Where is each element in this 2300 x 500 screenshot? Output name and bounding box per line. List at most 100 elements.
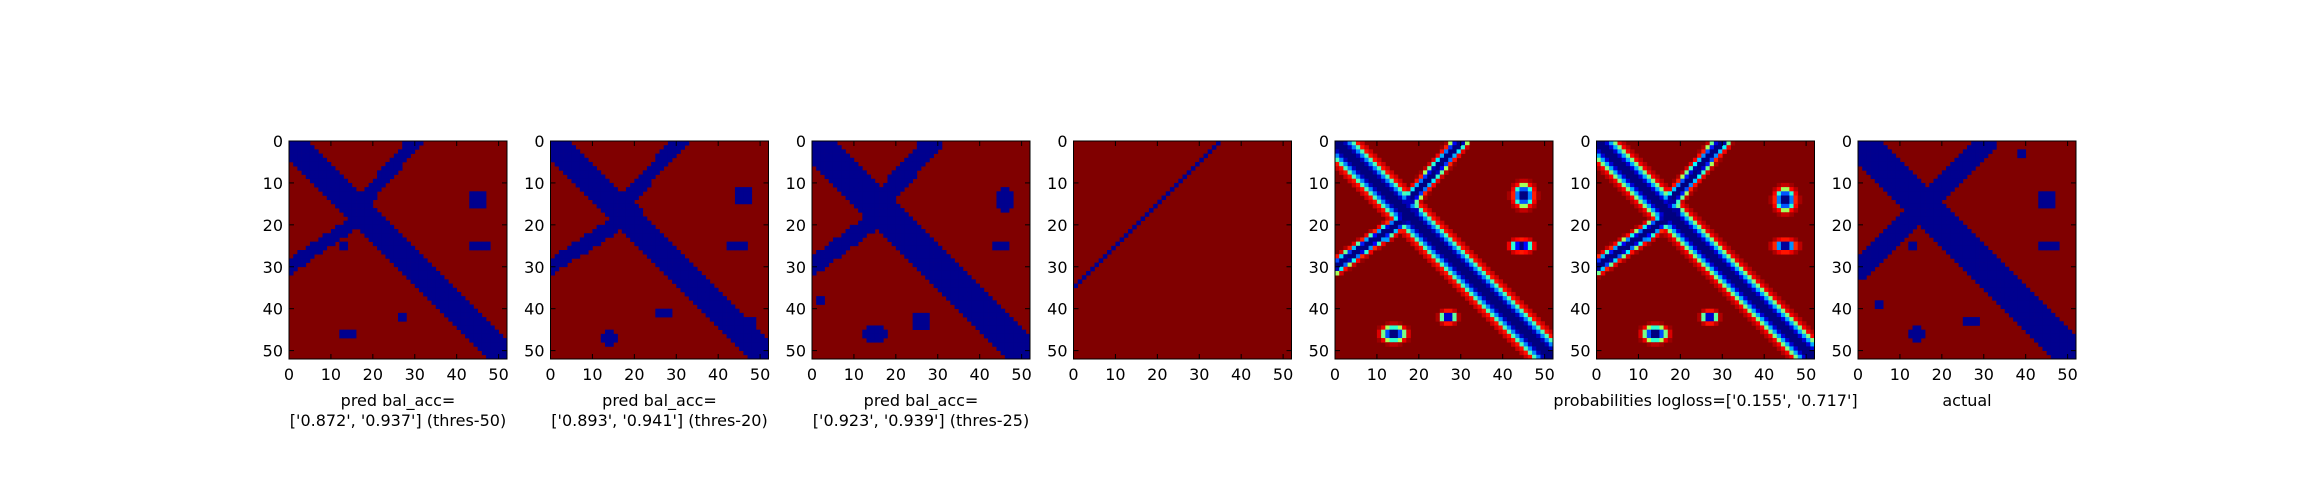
heatmap-cell: [1684, 254, 1690, 259]
heatmap-cell: [305, 141, 311, 146]
heatmap-cell: [381, 245, 386, 251]
heatmap-cell: [1642, 220, 1648, 226]
heatmap-cell: [1709, 229, 1715, 234]
heatmap-cell: [1992, 270, 1997, 276]
heatmap-cell: [1755, 304, 1761, 310]
heatmap-cell: [1502, 283, 1508, 289]
heatmap-cell: [812, 141, 817, 146]
heatmap-cell: [1768, 329, 1773, 335]
heatmap-cell: [550, 145, 556, 150]
heatmap-cell: [1544, 325, 1550, 330]
heatmap-cell: [1718, 245, 1723, 251]
heatmap-cell: [414, 254, 420, 259]
heatmap-cell: [1975, 141, 1980, 146]
heatmap-cell: [326, 182, 332, 188]
heatmap-cell: [2008, 312, 2014, 318]
heatmap-cell: [655, 233, 660, 238]
heatmap-cell: [1613, 182, 1618, 188]
heatmap-cell: [634, 224, 639, 230]
heatmap-cell: [1701, 258, 1706, 263]
heatmap-cell: [381, 216, 386, 221]
heatmap-cell: [1971, 241, 1976, 247]
heatmap-cell: [335, 170, 340, 175]
heatmap-cell: [1427, 220, 1432, 226]
heatmap-cell: [1613, 170, 1618, 175]
heatmap-cell: [2059, 329, 2064, 335]
heatmap-cell: [1435, 312, 1441, 318]
heatmap-cell: [330, 241, 336, 247]
heatmap-cell: [1368, 233, 1374, 238]
heatmap-cell: [1954, 245, 1959, 251]
heatmap-cell: [1490, 317, 1495, 322]
heatmap-cell: [1604, 166, 1610, 171]
heatmap-cell: [431, 270, 437, 276]
heatmap-cell: [760, 342, 765, 347]
heatmap-cell: [929, 266, 934, 272]
heatmap-cell: [1651, 208, 1656, 213]
heatmap-cell: [1381, 224, 1386, 230]
heatmap-cell: [575, 250, 581, 255]
heatmap-cell: [1347, 161, 1353, 167]
heatmap-cell: [1360, 178, 1365, 184]
heatmap-cell: [1009, 325, 1014, 330]
heatmap-cell: [1793, 325, 1799, 330]
heatmap-cell: [1810, 346, 1815, 351]
heatmap-cell: [2025, 287, 2031, 293]
heatmap-cell: [1527, 333, 1533, 339]
heatmap-cell: [1726, 275, 1731, 280]
heatmap-cell: [609, 199, 614, 205]
heatmap-cell: [1376, 170, 1382, 175]
heatmap-cell: [431, 279, 437, 284]
heatmap-cell: [1751, 300, 1757, 305]
heatmap-cell: [1527, 178, 1533, 184]
heatmap-cell: [1916, 212, 1922, 217]
heatmap-cell: [579, 237, 585, 242]
heatmap-cell: [2029, 317, 2035, 322]
heatmap-cell: [1858, 262, 1863, 268]
heatmap-cell: [1713, 312, 1719, 318]
heatmap-cell: [1519, 250, 1524, 255]
heatmap-cell: [1381, 187, 1386, 192]
heatmap-cell: [2050, 354, 2056, 360]
heatmap-cell: [1789, 312, 1794, 318]
heatmap-cell: [1870, 241, 1876, 247]
heatmap-cell: [1718, 270, 1723, 276]
heatmap-cell: [1427, 237, 1432, 242]
heatmap-cell: [2046, 317, 2052, 322]
x-tick-label: 40: [970, 365, 990, 384]
heatmap-cell: [456, 291, 462, 297]
heatmap-cell: [630, 191, 635, 196]
heatmap-cell: [1760, 325, 1765, 330]
heatmap-cell: [820, 153, 825, 159]
heatmap-cell: [1423, 254, 1428, 259]
heatmap-cell: [1987, 266, 1993, 272]
heatmap-cell: [596, 233, 602, 238]
y-tick-label: 20: [786, 216, 806, 235]
heatmap-cell: [912, 258, 918, 263]
heatmap-cell: [2008, 287, 2014, 293]
heatmap-cell: [1372, 241, 1378, 247]
heatmap-cell: [1473, 258, 1478, 263]
heatmap-cell: [1785, 212, 1790, 217]
heatmap-cell: [398, 317, 403, 322]
heatmap-cell: [625, 208, 631, 213]
heatmap-cell: [992, 304, 997, 310]
heatmap-cell: [1519, 333, 1524, 339]
heatmap-cell: [895, 241, 901, 247]
heatmap-cell: [322, 182, 328, 188]
x-tick-label: 0: [284, 365, 294, 384]
heatmap-cell: [318, 245, 323, 251]
heatmap-cell: [1891, 195, 1897, 201]
heatmap-cell: [1971, 275, 1976, 280]
heatmap-cell: [1477, 258, 1483, 263]
heatmap-cell: [301, 254, 307, 259]
heatmap-cell: [937, 245, 943, 251]
heatmap-cell: [1667, 325, 1673, 330]
heatmap-cell: [1203, 153, 1208, 159]
heatmap-cell: [1697, 178, 1702, 184]
heatmap-cell: [322, 161, 328, 167]
heatmap-cell: [1776, 199, 1782, 205]
heatmap-cell: [1975, 279, 1980, 284]
heatmap-cell: [1335, 266, 1340, 272]
heatmap-cell: [1519, 199, 1524, 205]
